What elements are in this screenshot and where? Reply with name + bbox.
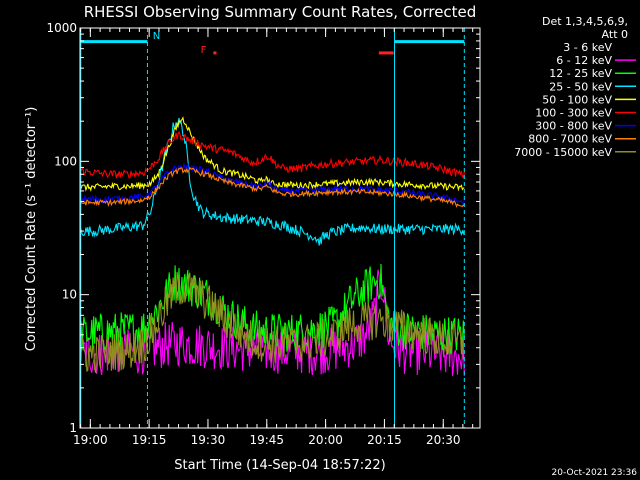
y-tick-label: 1000 bbox=[46, 21, 77, 35]
legend-entry-label: 300 - 800 keV bbox=[535, 120, 612, 133]
x-tick-label: 20:00 bbox=[308, 433, 343, 447]
x-tick-label: 20:30 bbox=[426, 433, 461, 447]
x-tick-label: 19:15 bbox=[132, 433, 167, 447]
x-axis-label: Start Time (14-Sep-04 18:57:22) bbox=[174, 458, 385, 473]
x-tick-label: 19:30 bbox=[191, 433, 226, 447]
series-line-7 bbox=[80, 162, 465, 205]
x-tick-label: 19:45 bbox=[249, 433, 284, 447]
series-layer bbox=[80, 116, 465, 428]
x-tick-label: 19:00 bbox=[73, 433, 108, 447]
legend-entry-label: 6 - 12 keV bbox=[556, 54, 612, 67]
legend-entry-label: 800 - 7000 keV bbox=[528, 133, 612, 146]
footer-timestamp: 20-Oct-2021 23:36 bbox=[552, 468, 638, 478]
legend-entry-label: 100 - 300 keV bbox=[535, 107, 612, 120]
series-line-1 bbox=[150, 275, 397, 428]
x-axis: 19:00 19:15 19:30 19:45 20:00 20:15 20:30 bbox=[73, 28, 474, 447]
legend-entry-label: 7000 - 15000 keV bbox=[514, 146, 612, 159]
series-line-4 bbox=[80, 117, 465, 246]
legend-entry-label: 3 - 6 keV bbox=[563, 41, 612, 54]
y-tick-label: 1 bbox=[69, 421, 77, 435]
legend-entry-label: 12 - 25 keV bbox=[549, 67, 612, 80]
series-line-8 bbox=[80, 166, 465, 208]
annotation-1: N bbox=[153, 31, 160, 42]
chart-title: RHESSI Observing Summary Count Rates, Co… bbox=[84, 3, 477, 21]
y-tick-label: 10 bbox=[62, 288, 77, 302]
y-tick-label: 100 bbox=[54, 154, 77, 168]
overlay-layer: NF bbox=[80, 28, 465, 428]
series-line-3 bbox=[80, 263, 465, 355]
x-tick-label: 20:15 bbox=[367, 433, 402, 447]
annotation-2: F bbox=[201, 45, 207, 56]
legend-entry-label: 25 - 50 keV bbox=[549, 80, 612, 93]
series-line-6 bbox=[80, 130, 465, 180]
series-line-5 bbox=[80, 116, 465, 192]
series-line-9 bbox=[80, 271, 465, 373]
y-axis: 1 10 100 1000 bbox=[46, 21, 480, 435]
legend-entry-label: 50 - 100 keV bbox=[542, 93, 612, 106]
plot-frame bbox=[79, 27, 481, 429]
y-axis-label: Corrected Count Rate (s⁻¹ detector⁻¹) bbox=[24, 107, 39, 352]
legend-header-line: Att 0 bbox=[602, 28, 628, 41]
legend-header-line: Det 1,3,4,5,6,9, bbox=[542, 15, 628, 28]
